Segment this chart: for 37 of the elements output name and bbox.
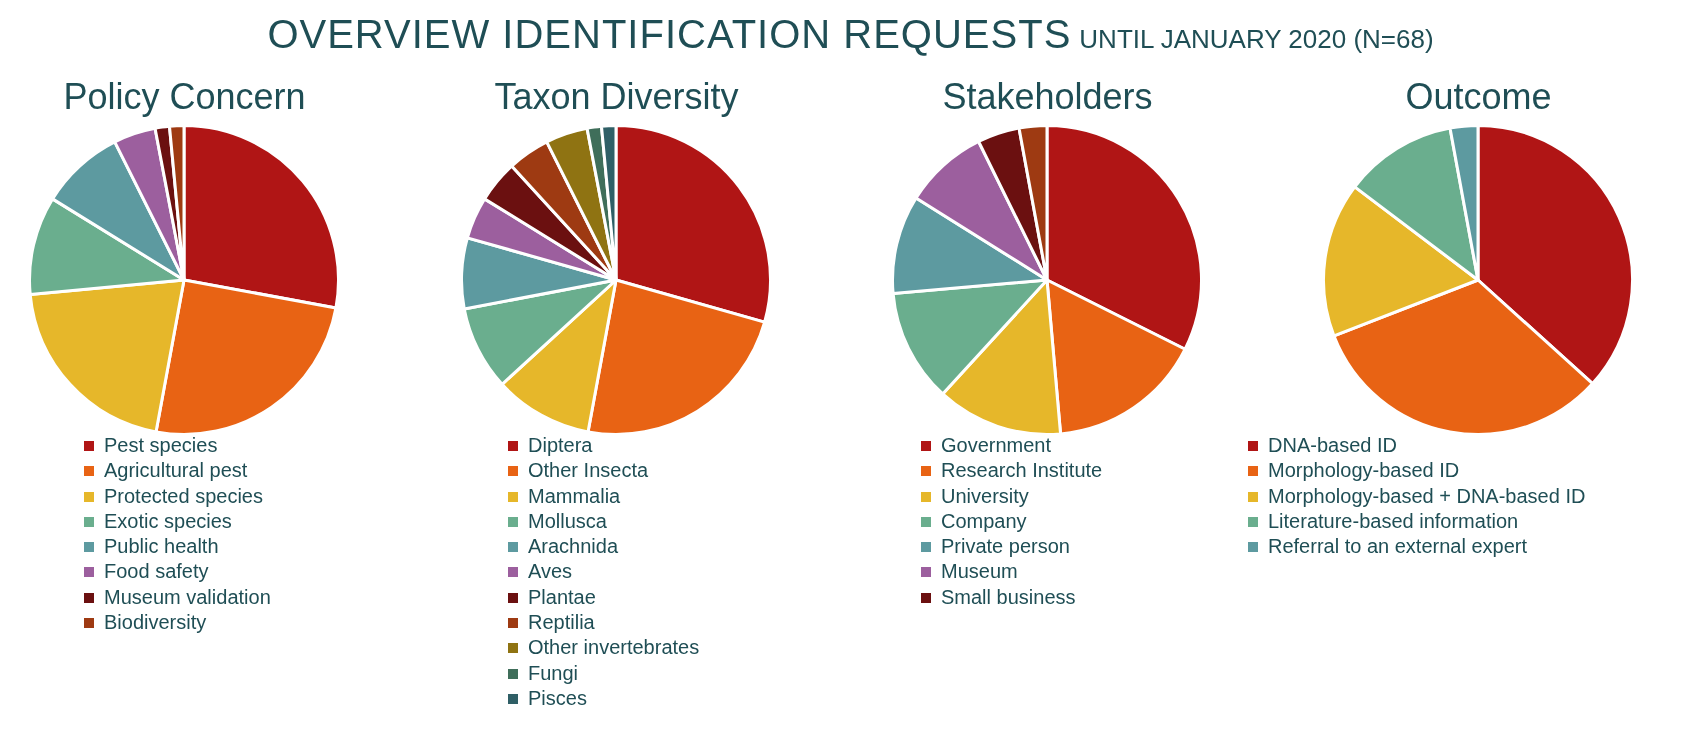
legend-label: Public health — [104, 535, 219, 558]
legend-label: Morphology-based + DNA-based ID — [1268, 484, 1586, 507]
text: UNTIL JANUARY 2020 (N=68) — [1079, 24, 1434, 54]
chart-title: Outcome — [1404, 76, 1553, 118]
legend-label: Plantae — [528, 585, 596, 608]
legend-label: Reptilia — [528, 611, 595, 634]
legend-label: Pisces — [528, 686, 587, 709]
legend-label: Museum validation — [104, 585, 271, 608]
legend-label: Government — [941, 434, 1052, 456]
legend-label: DNA-based ID — [1268, 434, 1397, 456]
legend-label: Mammalia — [528, 484, 621, 507]
legend-label: Protected species — [104, 484, 263, 507]
legend-label: Biodiversity — [104, 611, 207, 634]
legend-label: Research Institute — [941, 459, 1103, 482]
legend-label: Agricultural pest — [104, 459, 248, 482]
legend-label: Diptera — [528, 434, 593, 456]
legend-label: Arachnida — [528, 535, 619, 558]
legend-label: Other Insecta — [528, 459, 649, 482]
text: OVERVIEW IDENTIFICATION REQUESTS — [267, 12, 1072, 56]
legend-label: Small business — [941, 585, 1076, 608]
legend-label: Company — [941, 509, 1027, 532]
legend-label: Other invertebrates — [528, 636, 700, 659]
legend-label: Referral to an external expert — [1268, 535, 1528, 558]
legend-label: Museum — [941, 560, 1018, 583]
chart-title: Taxon Diversity — [493, 76, 740, 118]
legend-label: Aves — [528, 560, 573, 583]
legend-label: Exotic species — [104, 509, 232, 532]
legend-label: Pest species — [104, 434, 218, 456]
legend-label: Private person — [941, 535, 1070, 558]
chart-title: Policy Concern — [62, 76, 307, 118]
legend-label: University — [941, 484, 1029, 507]
legend-label: Mollusca — [528, 509, 607, 532]
legend-label: Literature-based information — [1268, 509, 1519, 532]
chart-title: Stakeholders — [941, 76, 1154, 118]
legend-label: Food safety — [104, 560, 209, 583]
legend-label: Morphology-based ID — [1268, 459, 1460, 482]
legend-label: Fungi — [528, 661, 579, 684]
